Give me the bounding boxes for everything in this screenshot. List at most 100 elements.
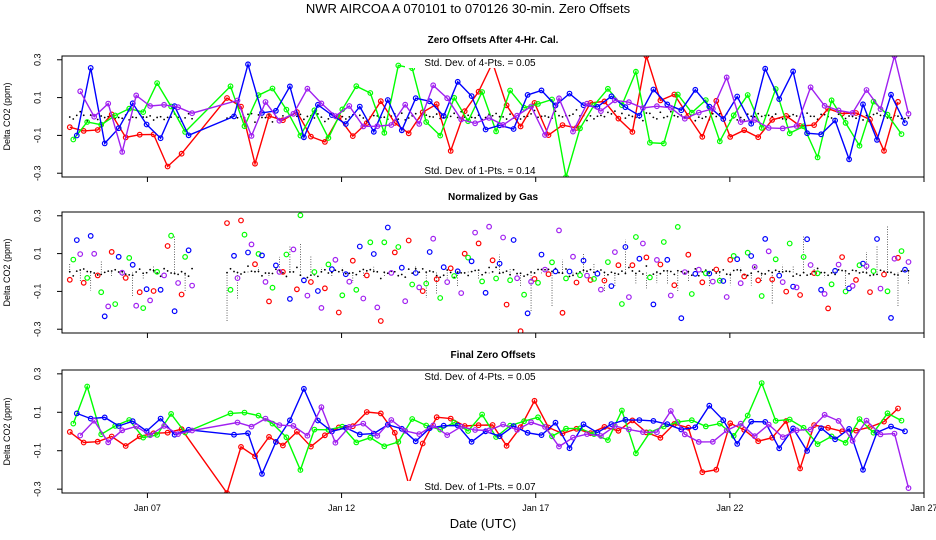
- data-point-tank2: [451, 419, 458, 426]
- data-point-tank4: [175, 104, 182, 111]
- mean-point: [477, 269, 480, 272]
- mean-point: [184, 116, 186, 119]
- data-point-tank1: [252, 261, 258, 268]
- mean-point: [669, 110, 672, 113]
- data-point-tank4: [821, 102, 828, 109]
- data-point-tank2: [563, 425, 569, 432]
- mean-point: [858, 271, 861, 274]
- data-point-tank1: [503, 442, 510, 449]
- data-point-tank3: [580, 421, 587, 428]
- mean-point: [163, 118, 166, 121]
- data-point-tank1: [377, 410, 384, 417]
- data-point-tank2: [154, 268, 161, 275]
- data-point-tank2: [168, 411, 175, 417]
- data-point-tank3: [678, 315, 685, 322]
- data-point-tank2: [70, 136, 77, 143]
- data-point-tank3: [762, 65, 769, 72]
- mean-point: [673, 114, 676, 117]
- data-point-tank3: [73, 237, 80, 244]
- data-point-tank1: [164, 163, 171, 170]
- annotation-bg: [405, 57, 555, 68]
- mean-point: [285, 275, 288, 278]
- x-axis-title: Date (UTC): [449, 516, 517, 531]
- data-point-tank3: [384, 224, 391, 231]
- data-point-tank2: [619, 301, 625, 307]
- data-point-tank3: [454, 422, 461, 429]
- data-point-tank1: [80, 439, 87, 446]
- data-point-tank2: [381, 129, 388, 136]
- data-point-tank4: [667, 292, 674, 299]
- data-point-tank1: [811, 122, 817, 128]
- mean-point: [788, 270, 791, 273]
- data-point-tank1: [335, 309, 342, 316]
- mean-point: [792, 275, 795, 278]
- data-point-tank4: [849, 109, 856, 116]
- data-point-tank1: [252, 160, 258, 167]
- data-point-tank2: [828, 281, 835, 288]
- mean-point: [334, 269, 337, 272]
- data-point-tank2: [605, 85, 611, 92]
- data-point-tank4: [430, 82, 437, 89]
- data-point-tank1: [391, 249, 398, 256]
- data-point-tank1: [447, 265, 454, 272]
- data-point-tank2: [409, 416, 416, 422]
- mean-point: [558, 271, 560, 274]
- mean-point: [669, 270, 672, 273]
- mean-point: [600, 269, 602, 271]
- data-point-tank3: [678, 107, 685, 114]
- mean-point: [470, 270, 473, 273]
- mean-point: [491, 270, 494, 273]
- data-point-tank2: [772, 256, 779, 263]
- data-point-tank3: [356, 243, 363, 250]
- data-point-tank2: [758, 380, 765, 387]
- mean-point: [806, 274, 809, 277]
- data-point-tank4: [584, 100, 590, 107]
- data-point-tank3: [720, 116, 727, 122]
- data-point-tank2: [367, 239, 374, 246]
- mean-point: [247, 265, 249, 267]
- mean-point: [82, 268, 85, 270]
- data-point-tank1: [797, 465, 803, 472]
- data-point-tank4: [318, 404, 325, 411]
- mean-point: [603, 271, 606, 274]
- data-point-tank2: [112, 301, 119, 308]
- data-point-tank4: [835, 107, 842, 114]
- mean-point: [872, 273, 875, 276]
- data-point-tank4: [598, 286, 604, 293]
- mean-point: [865, 271, 868, 274]
- data-point-tank3: [734, 441, 741, 447]
- data-point-tank4: [458, 116, 465, 123]
- mean-point: [641, 273, 644, 275]
- x-tick-label: Jan 22: [716, 503, 743, 513]
- mean-point: [152, 269, 155, 272]
- data-point-tank2: [437, 132, 444, 139]
- data-point-tank2: [84, 383, 91, 390]
- mean-point: [897, 274, 899, 276]
- data-point-tank2: [507, 87, 514, 94]
- data-point-tank4: [304, 85, 311, 92]
- data-point-tank3: [902, 266, 908, 273]
- chart-panel-3: Final Zero Offsets Delta CO2 (ppm) -0.3 -0.…: [2, 350, 936, 513]
- mean-point: [862, 119, 864, 121]
- data-point-tank3: [468, 258, 475, 265]
- data-point-tank3: [356, 431, 363, 438]
- data-point-tank4: [681, 115, 688, 122]
- data-point-tank2: [563, 275, 569, 282]
- mean-point: [327, 117, 330, 120]
- data-point-tank4: [91, 113, 98, 120]
- data-point-tank4: [472, 229, 479, 236]
- data-point-tank2: [535, 279, 541, 286]
- data-point-tank2: [353, 83, 360, 90]
- mean-point: [631, 115, 634, 118]
- data-point-tank4: [234, 275, 241, 282]
- data-point-tank1: [755, 438, 762, 445]
- y-tick-label: -0.1: [32, 443, 42, 459]
- mean-point: [621, 112, 623, 115]
- mean-point: [655, 117, 658, 120]
- data-point-tank1: [489, 257, 496, 264]
- mean-point: [530, 271, 532, 273]
- data-point-tank1: [559, 122, 566, 128]
- mean-point: [841, 269, 843, 272]
- data-point-tank3: [622, 416, 629, 423]
- data-point-tank3: [245, 249, 251, 256]
